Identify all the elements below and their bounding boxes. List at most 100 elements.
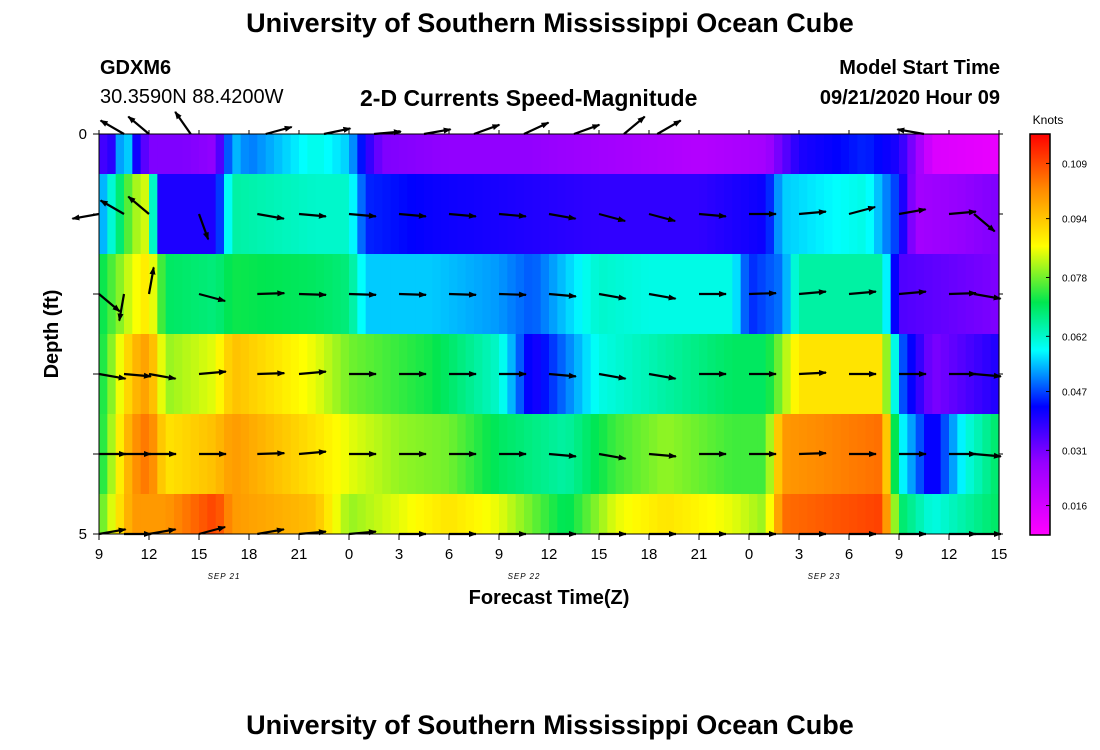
heat-cell (224, 494, 233, 534)
y-axis-label: Depth (ft) (41, 290, 63, 379)
heat-cell (249, 334, 258, 414)
heat-cell (632, 334, 642, 414)
heat-cell (740, 414, 750, 494)
current-vector (348, 291, 377, 298)
heat-cell (907, 134, 917, 174)
current-vector (198, 369, 227, 376)
heat-cell (182, 174, 192, 254)
heat-cell (557, 174, 567, 254)
heat-cell (99, 254, 108, 334)
heat-cell (157, 334, 167, 414)
heat-cell (499, 134, 508, 174)
current-vector (423, 127, 452, 136)
current-vector (523, 121, 550, 135)
heat-cell (665, 174, 675, 254)
heat-cell (307, 174, 317, 254)
current-vector (748, 290, 777, 297)
x-tick-label: 9 (895, 546, 903, 563)
heat-cell (774, 334, 783, 414)
heat-cell (924, 494, 933, 534)
heat-cell (774, 414, 783, 494)
heat-cell (757, 494, 767, 534)
heat-cell (865, 494, 875, 534)
heat-cell (174, 254, 183, 334)
heat-cell (890, 334, 900, 414)
current-vector (598, 452, 627, 461)
heat-cell (357, 494, 367, 534)
heat-cell (265, 494, 275, 534)
current-vector (598, 212, 627, 223)
heat-cell (424, 414, 433, 494)
heat-cell (407, 494, 417, 534)
heat-cell (240, 494, 250, 534)
heat-cell (632, 414, 642, 494)
heat-cell (407, 174, 417, 254)
heat-cell (974, 494, 983, 534)
heat-cell (224, 134, 233, 174)
heat-cell (315, 414, 325, 494)
heat-cell (215, 334, 225, 414)
heat-cell (640, 414, 650, 494)
heat-cell (474, 334, 483, 414)
y-tick-label: 5 (79, 526, 87, 543)
colorbar-tick-label: 0.062 (1062, 332, 1087, 343)
heat-cell (774, 174, 783, 254)
current-vector (498, 291, 527, 298)
heat-cell (265, 174, 275, 254)
heat-cell (699, 494, 708, 534)
x-tick-label: 15 (591, 546, 608, 563)
heat-cell (665, 134, 675, 174)
heat-cell (890, 414, 900, 494)
heat-cell (190, 334, 200, 414)
current-vector (198, 525, 227, 536)
colorbar-tick-label: 0.047 (1062, 388, 1087, 399)
heat-cell (382, 254, 392, 334)
heat-cell (132, 174, 142, 254)
heat-cell (182, 414, 192, 494)
heat-cell (724, 134, 733, 174)
heat-cell (774, 134, 783, 174)
heat-cell (282, 334, 292, 414)
x-tick-label: 6 (845, 546, 853, 563)
heat-cell (165, 494, 175, 534)
current-vector (298, 291, 327, 298)
heat-cell (815, 134, 825, 174)
heat-cell (574, 414, 583, 494)
heat-cell (590, 134, 600, 174)
heat-cell (449, 134, 458, 174)
heat-cell (624, 254, 633, 334)
heat-cell (832, 174, 842, 254)
heat-cell (640, 134, 650, 174)
current-vector (798, 369, 827, 376)
heat-cell (740, 134, 750, 174)
heat-cell (840, 254, 850, 334)
heat-cell (165, 254, 175, 334)
x-axis-label: Forecast Time(Z) (469, 587, 630, 609)
current-vector (598, 292, 627, 301)
heat-cell (524, 174, 533, 254)
heat-cell (615, 134, 625, 174)
heat-cell (682, 174, 692, 254)
current-vector (398, 291, 427, 298)
heat-cell (649, 134, 658, 174)
heat-cell (557, 254, 567, 334)
heat-cell (115, 254, 125, 334)
heat-cell (215, 254, 225, 334)
heat-cell (457, 494, 467, 534)
heat-cell (674, 134, 683, 174)
current-vector (148, 372, 177, 381)
heat-cell (782, 494, 792, 534)
heat-cell (199, 174, 208, 254)
heat-cell (382, 334, 392, 414)
heat-cell (665, 494, 675, 534)
heat-cell (149, 174, 158, 254)
heat-cell (724, 334, 733, 414)
heat-cell (565, 334, 575, 414)
heat-cell (582, 334, 592, 414)
heat-cell (407, 134, 417, 174)
heat-cell (899, 134, 908, 174)
current-vector (623, 115, 646, 135)
heat-cell (357, 134, 367, 174)
current-vector (896, 127, 925, 136)
